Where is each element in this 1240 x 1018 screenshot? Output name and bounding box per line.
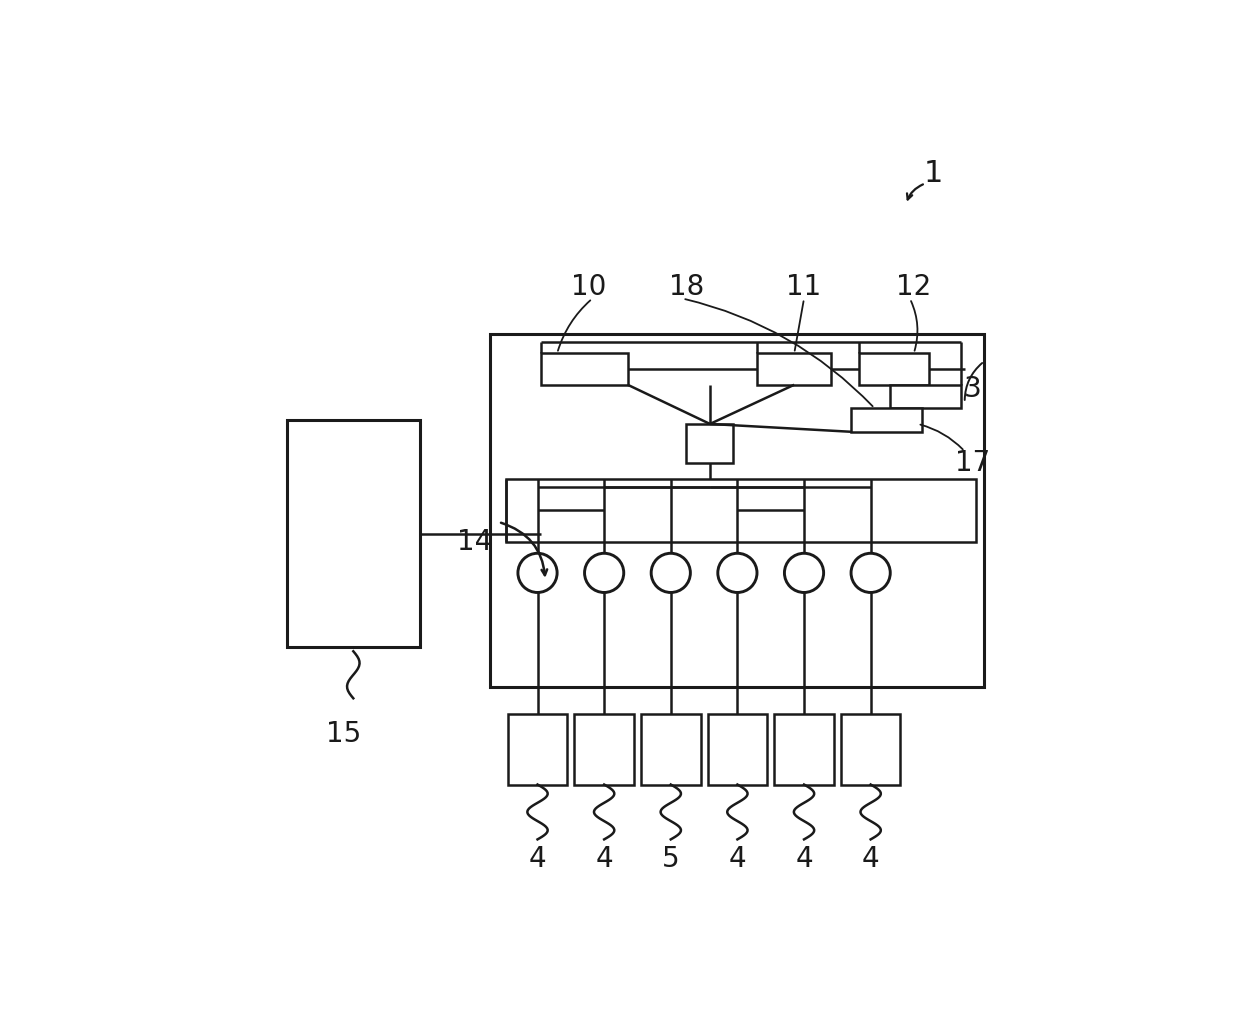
Text: 4: 4 xyxy=(595,845,613,873)
Bar xyxy=(859,353,930,385)
Bar xyxy=(841,714,900,785)
Text: 4: 4 xyxy=(795,845,813,873)
Bar xyxy=(491,334,985,686)
Bar xyxy=(286,420,420,647)
Text: 10: 10 xyxy=(570,273,606,300)
Bar xyxy=(756,353,832,385)
Text: 18: 18 xyxy=(668,273,704,300)
Bar xyxy=(851,408,921,432)
Text: 14: 14 xyxy=(458,527,492,556)
Text: 1: 1 xyxy=(924,159,944,187)
Bar xyxy=(774,714,833,785)
Text: 3: 3 xyxy=(963,375,981,403)
Bar xyxy=(542,353,627,385)
Bar xyxy=(641,714,701,785)
Bar xyxy=(687,423,734,463)
Bar xyxy=(507,714,568,785)
Text: 4: 4 xyxy=(729,845,746,873)
Bar xyxy=(708,714,768,785)
Text: 15: 15 xyxy=(326,720,362,747)
Text: 12: 12 xyxy=(897,273,931,300)
Text: 5: 5 xyxy=(662,845,680,873)
Text: 11: 11 xyxy=(786,273,822,300)
Bar xyxy=(574,714,634,785)
Text: 4: 4 xyxy=(862,845,879,873)
Text: 4: 4 xyxy=(528,845,547,873)
Text: 17: 17 xyxy=(955,449,991,477)
Bar xyxy=(506,478,976,542)
Bar xyxy=(890,385,961,408)
